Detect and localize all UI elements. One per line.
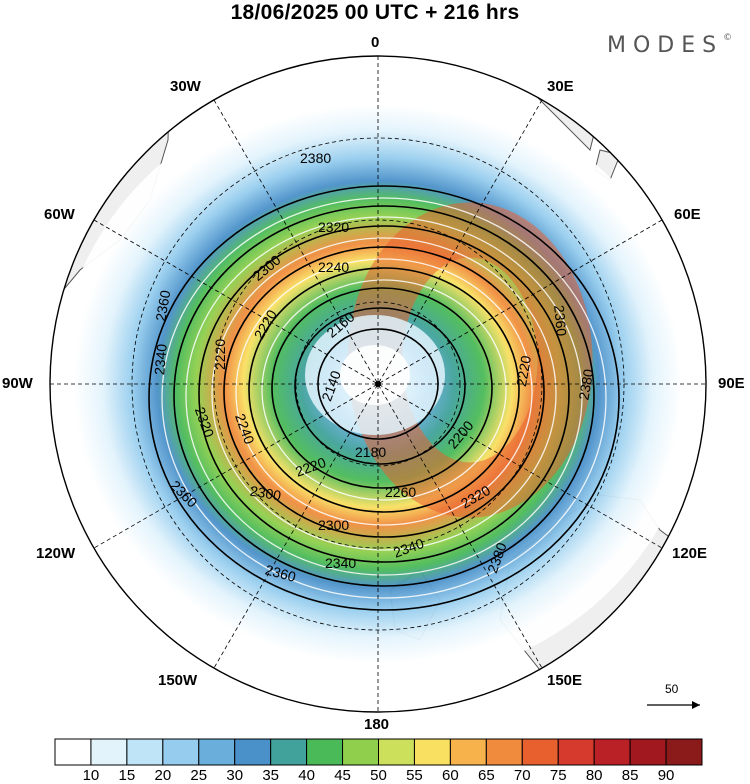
reference-arrowhead [692,701,700,709]
legend-swatch [593,738,631,766]
legend-label: 70 [513,767,531,784]
legend-label: 15 [118,767,136,784]
map-title: 18/06/2025 00 UTC + 216 hrs [230,1,520,24]
lon-label-150e: 150E [547,672,583,689]
legend-label: 20 [154,767,172,784]
legend-swatch [54,738,92,766]
legend-swatch [234,738,272,766]
contour-label: 2320 [318,219,349,235]
legend-swatch [126,738,164,766]
legend-swatch [413,738,451,766]
contour-label: 2360 [263,561,297,585]
lon-label-120w: 120W [36,545,76,562]
legend-label: 65 [477,767,495,784]
contour-label: 2360 [152,289,173,323]
legend-label: 90 [657,767,675,784]
legend-swatch [629,738,667,766]
contour-label: 2180 [355,444,386,460]
contour-label: 2360 [551,304,570,337]
legend-label: 10 [82,767,100,784]
legend-swatch [306,738,344,766]
lon-label-0: 0 [371,34,380,51]
contour-label: 2220 [513,354,534,388]
contour-label: 2300 [318,517,349,533]
south-pole-dot [375,381,381,387]
lon-label-150w: 150W [158,672,198,689]
contour-label: 2240 [318,259,349,275]
contour-label: 2340 [151,343,170,376]
legend-swatch [557,738,595,766]
lon-label-30e: 30E [547,78,574,95]
contour-label: 2220 [212,339,228,370]
legend-label: 50 [370,767,387,784]
legend-swatch [485,738,523,766]
legend-label: 35 [262,767,279,784]
pole-core [340,345,410,405]
lon-label-60e: 60E [674,206,701,223]
legend-bar [54,738,703,766]
legend-swatch [198,738,236,766]
legend-label: 60 [442,767,459,784]
graticule [50,56,706,712]
contour-label: 2340 [325,555,356,571]
legend-label: 55 [406,767,423,784]
legend-label: 25 [190,767,208,784]
copyright-mark: © [723,33,733,43]
legend-label: 40 [298,767,315,784]
legend-swatch [449,738,487,766]
legend-swatch [521,738,559,766]
lon-label-30w: 30W [170,78,201,95]
lon-label-120e: 120E [672,545,708,562]
wind-streamlines [161,197,607,599]
contour-label: 2300 [249,483,283,504]
legend-label: 45 [334,767,351,784]
legend-label: 80 [585,767,603,784]
legend-swatch [665,738,703,766]
legend-swatch [90,738,128,766]
map-boundary [49,55,707,713]
contour-label: 2380 [575,368,596,402]
lon-label-90e: 90E [718,375,745,392]
legend-label: 75 [549,767,567,784]
legend-swatch [378,738,415,766]
lon-label-60w: 60W [44,206,75,223]
contour-label: 2380 [300,150,331,166]
lon-label-180: 180 [364,716,390,733]
legend-label: 85 [621,767,639,784]
lon-label-90w: 90W [2,375,33,392]
brand-text: MODES [607,33,724,58]
reference-vector-label: 50 [665,682,679,696]
contour-label: 2260 [385,484,416,500]
legend-label: 30 [226,767,244,784]
color-legend: 10 15 20 25 30 35 40 45 50 55 60 65 70 75 80 85 90 [0,730,750,784]
legend-swatch [342,738,379,766]
legend-swatch [162,738,200,766]
modes-logo: MODES© [607,33,732,58]
legend-swatch [270,738,308,766]
height-contours [148,185,620,611]
